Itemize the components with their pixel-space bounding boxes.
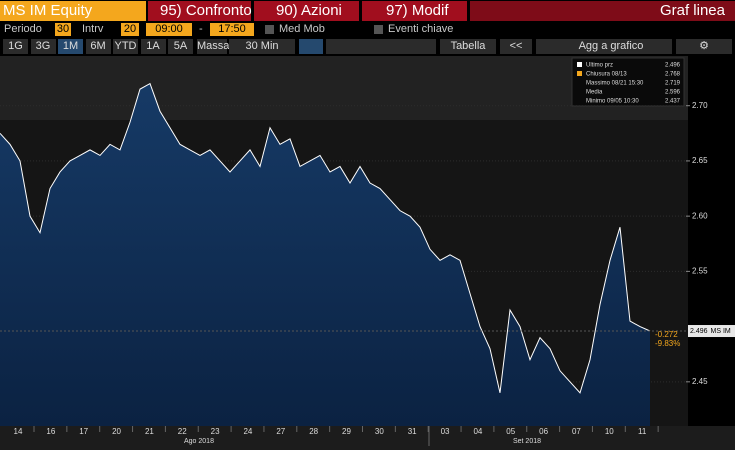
area (0, 83, 650, 426)
last-price-label: 2.496 MS IM (690, 328, 731, 335)
x-tick-label: 20 (112, 427, 121, 436)
legend-label: Media (586, 90, 603, 96)
menu-button[interactable]: 95) Confronto (148, 1, 252, 21)
x-tick-label: 29 (342, 427, 351, 436)
legend-value: 2.596 (665, 90, 681, 96)
line (0, 82, 651, 394)
button[interactable]: << (500, 39, 532, 54)
legend-value: 2.719 (665, 81, 681, 87)
y-tick-label: 2.45 (692, 377, 708, 386)
label: Intrv (82, 23, 104, 35)
label: - (199, 23, 203, 35)
input[interactable]: 09:00 (146, 23, 192, 36)
range-button[interactable]: YTD (113, 39, 138, 54)
x-tick-label: 22 (178, 427, 187, 436)
x-tick-label: 11 (638, 427, 647, 436)
input[interactable]: 20 (121, 23, 139, 36)
x-tick-label: 03 (441, 427, 450, 436)
y-tick-label: 2.70 (692, 101, 708, 110)
series-name: MS IM (711, 328, 731, 335)
chart: 2.452.552.602.652.702.496 MS IM-0.272-9.8… (0, 56, 735, 450)
button[interactable]: Tabella (440, 39, 496, 54)
checkbox[interactable] (265, 25, 274, 34)
x-axis-area (0, 426, 735, 450)
last-price-box (688, 325, 735, 338)
label: Med Mob (279, 23, 325, 35)
change: -0.272 (655, 330, 678, 339)
legend-swatch (577, 62, 582, 67)
button[interactable]: 30 Min (229, 39, 295, 54)
range-button[interactable]: 3G (30, 39, 56, 54)
range-button[interactable]: 6M (85, 39, 111, 54)
menu-button[interactable]: 90) Azioni (254, 1, 359, 21)
change-pct: -9.83% (655, 339, 680, 348)
y-tick-label: 2.60 (692, 211, 708, 220)
x-tick-label: 17 (79, 427, 88, 436)
label: Eventi chiave (388, 23, 454, 35)
legend-label: Ultimo prz (586, 63, 613, 69)
range-button[interactable]: 5A (168, 39, 193, 54)
last-price: 2.496 (690, 328, 708, 335)
x-tick-label: 07 (572, 427, 581, 436)
x-tick-label: 30 (375, 427, 384, 436)
legend-label: Massimo 08/21 15:30 (586, 81, 644, 87)
button[interactable]: Massa (197, 39, 230, 54)
menu-button[interactable]: 97) Modif (362, 1, 467, 21)
input[interactable]: 30 (55, 23, 71, 36)
button[interactable]: Agg a grafico (536, 39, 672, 54)
y-tick-label: 2.65 (692, 156, 708, 165)
x-tick-label: 21 (145, 427, 154, 436)
x-tick-label: 27 (276, 427, 285, 436)
x-tick-label: 24 (243, 427, 252, 436)
x-tick-label: 28 (309, 427, 318, 436)
toolbar-icons[interactable] (326, 39, 436, 54)
input[interactable]: 17:50 (210, 23, 254, 36)
legend-value: 2.768 (665, 72, 681, 78)
range-button[interactable]: 1A (140, 39, 166, 54)
chart-icon[interactable] (299, 39, 323, 54)
x-tick-label: 06 (539, 427, 548, 436)
x-tick-label: 04 (473, 427, 482, 436)
x-tick-label: 16 (46, 427, 55, 436)
x-tick-label: 14 (14, 427, 23, 436)
legend-label: Minimo 09/05 10:30 (586, 99, 639, 105)
legend-value: 2.437 (665, 99, 681, 105)
checkbox[interactable] (374, 25, 383, 34)
range-button[interactable]: 1M (58, 39, 83, 54)
x-tick-label: 31 (408, 427, 417, 436)
range-button[interactable]: 1G (3, 39, 28, 54)
legend-swatch (577, 71, 582, 76)
x-tick-label: 10 (605, 427, 614, 436)
month-label: Ago 2018 (184, 438, 214, 445)
x-tick-label: 05 (506, 427, 515, 436)
legend-label: Chiusura 08/13 (586, 72, 627, 78)
security-field[interactable]: MS IM Equity (0, 1, 146, 21)
settings-icon[interactable]: ⚙ (676, 39, 732, 54)
mode-label: Graf linea (470, 1, 735, 21)
y-tick-label: 2.55 (692, 266, 708, 275)
legend-value: 2.496 (665, 63, 681, 69)
label: Periodo (4, 23, 42, 35)
month-label: Set 2018 (513, 438, 541, 445)
x-tick-label: 23 (211, 427, 220, 436)
